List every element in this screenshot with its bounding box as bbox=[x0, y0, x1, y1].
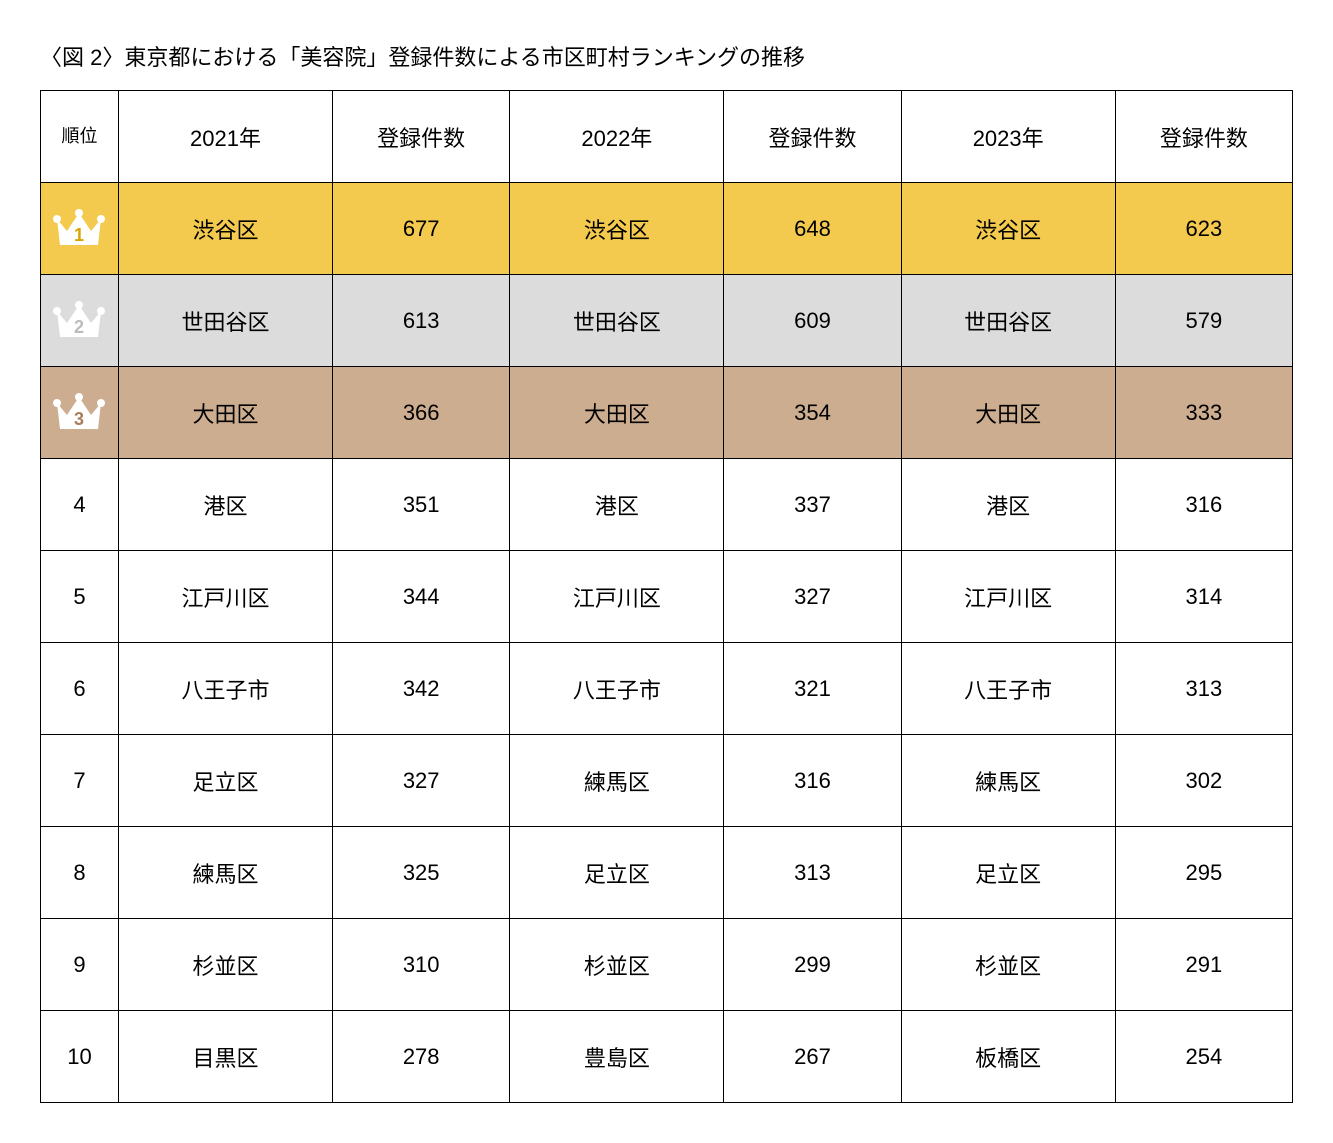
count-2023: 302 bbox=[1115, 735, 1292, 827]
count-2022: 267 bbox=[724, 1011, 901, 1103]
header-year-2023: 2023年 bbox=[901, 91, 1115, 183]
ward-name-2023: 杉並区 bbox=[901, 919, 1115, 1011]
count-2021: 278 bbox=[333, 1011, 510, 1103]
count-2022: 313 bbox=[724, 827, 901, 919]
header-count-2021: 登録件数 bbox=[333, 91, 510, 183]
header-row: 順位 2021年 登録件数 2022年 登録件数 2023年 登録件数 bbox=[41, 91, 1293, 183]
count-2023: 623 bbox=[1115, 183, 1292, 275]
rank-cell: 2 bbox=[41, 275, 119, 367]
count-2022: 337 bbox=[724, 459, 901, 551]
ward-name-2023: 八王子市 bbox=[901, 643, 1115, 735]
ward-name-2021: 大田区 bbox=[118, 367, 332, 459]
table-row: 2 世田谷区613世田谷区609世田谷区579 bbox=[41, 275, 1293, 367]
count-2022: 321 bbox=[724, 643, 901, 735]
count-2023: 579 bbox=[1115, 275, 1292, 367]
count-2023: 291 bbox=[1115, 919, 1292, 1011]
count-2021: 342 bbox=[333, 643, 510, 735]
count-2022: 648 bbox=[724, 183, 901, 275]
table-row: 4港区351港区337港区316 bbox=[41, 459, 1293, 551]
count-2022: 299 bbox=[724, 919, 901, 1011]
figure-title: 〈図 2〉東京都における「美容院」登録件数による市区町村ランキングの推移 bbox=[40, 40, 1293, 72]
count-2021: 677 bbox=[333, 183, 510, 275]
ward-name-2021: 練馬区 bbox=[118, 827, 332, 919]
ward-name-2021: 江戸川区 bbox=[118, 551, 332, 643]
count-2023: 333 bbox=[1115, 367, 1292, 459]
table-row: 8練馬区325足立区313足立区295 bbox=[41, 827, 1293, 919]
count-2021: 327 bbox=[333, 735, 510, 827]
ward-name-2021: 八王子市 bbox=[118, 643, 332, 735]
ranking-table: 順位 2021年 登録件数 2022年 登録件数 2023年 登録件数 1 渋谷… bbox=[40, 90, 1293, 1103]
ward-name-2022: 江戸川区 bbox=[510, 551, 724, 643]
rank-cell: 7 bbox=[41, 735, 119, 827]
count-2022: 327 bbox=[724, 551, 901, 643]
count-2023: 316 bbox=[1115, 459, 1292, 551]
rank-cell: 10 bbox=[41, 1011, 119, 1103]
ward-name-2023: 練馬区 bbox=[901, 735, 1115, 827]
header-year-2022: 2022年 bbox=[510, 91, 724, 183]
count-2021: 366 bbox=[333, 367, 510, 459]
table-row: 1 渋谷区677渋谷区648渋谷区623 bbox=[41, 183, 1293, 275]
header-count-2023: 登録件数 bbox=[1115, 91, 1292, 183]
count-2022: 609 bbox=[724, 275, 901, 367]
table-row: 5江戸川区344江戸川区327江戸川区314 bbox=[41, 551, 1293, 643]
ward-name-2021: 目黒区 bbox=[118, 1011, 332, 1103]
header-year-2021: 2021年 bbox=[118, 91, 332, 183]
table-row: 6八王子市342八王子市321八王子市313 bbox=[41, 643, 1293, 735]
ward-name-2021: 世田谷区 bbox=[118, 275, 332, 367]
rank-cell: 1 bbox=[41, 183, 119, 275]
rank-cell: 6 bbox=[41, 643, 119, 735]
rank-cell: 3 bbox=[41, 367, 119, 459]
count-2023: 254 bbox=[1115, 1011, 1292, 1103]
svg-text:1: 1 bbox=[74, 225, 84, 245]
count-2021: 310 bbox=[333, 919, 510, 1011]
count-2021: 325 bbox=[333, 827, 510, 919]
ward-name-2022: 大田区 bbox=[510, 367, 724, 459]
count-2021: 344 bbox=[333, 551, 510, 643]
ward-name-2023: 世田谷区 bbox=[901, 275, 1115, 367]
count-2023: 314 bbox=[1115, 551, 1292, 643]
crown-icon: 3 bbox=[51, 391, 107, 435]
ward-name-2022: 港区 bbox=[510, 459, 724, 551]
count-2023: 313 bbox=[1115, 643, 1292, 735]
ward-name-2023: 足立区 bbox=[901, 827, 1115, 919]
ward-name-2022: 八王子市 bbox=[510, 643, 724, 735]
ward-name-2022: 世田谷区 bbox=[510, 275, 724, 367]
ward-name-2022: 豊島区 bbox=[510, 1011, 724, 1103]
count-2021: 613 bbox=[333, 275, 510, 367]
ward-name-2023: 江戸川区 bbox=[901, 551, 1115, 643]
ward-name-2021: 杉並区 bbox=[118, 919, 332, 1011]
svg-text:3: 3 bbox=[74, 409, 84, 429]
table-row: 7足立区327練馬区316練馬区302 bbox=[41, 735, 1293, 827]
ward-name-2022: 足立区 bbox=[510, 827, 724, 919]
header-rank: 順位 bbox=[41, 91, 119, 183]
count-2021: 351 bbox=[333, 459, 510, 551]
rank-cell: 5 bbox=[41, 551, 119, 643]
table-row: 3 大田区366大田区354大田区333 bbox=[41, 367, 1293, 459]
count-2023: 295 bbox=[1115, 827, 1292, 919]
ward-name-2023: 渋谷区 bbox=[901, 183, 1115, 275]
rank-cell: 8 bbox=[41, 827, 119, 919]
count-2022: 354 bbox=[724, 367, 901, 459]
ward-name-2023: 港区 bbox=[901, 459, 1115, 551]
crown-icon: 2 bbox=[51, 299, 107, 343]
count-2022: 316 bbox=[724, 735, 901, 827]
ward-name-2021: 渋谷区 bbox=[118, 183, 332, 275]
ward-name-2021: 足立区 bbox=[118, 735, 332, 827]
ward-name-2022: 杉並区 bbox=[510, 919, 724, 1011]
table-row: 9杉並区310杉並区299杉並区291 bbox=[41, 919, 1293, 1011]
ward-name-2021: 港区 bbox=[118, 459, 332, 551]
ward-name-2022: 練馬区 bbox=[510, 735, 724, 827]
table-row: 10目黒区278豊島区267板橋区254 bbox=[41, 1011, 1293, 1103]
svg-text:2: 2 bbox=[74, 317, 84, 337]
crown-icon: 1 bbox=[51, 207, 107, 251]
ward-name-2023: 板橋区 bbox=[901, 1011, 1115, 1103]
rank-cell: 9 bbox=[41, 919, 119, 1011]
ward-name-2022: 渋谷区 bbox=[510, 183, 724, 275]
rank-cell: 4 bbox=[41, 459, 119, 551]
ward-name-2023: 大田区 bbox=[901, 367, 1115, 459]
header-count-2022: 登録件数 bbox=[724, 91, 901, 183]
